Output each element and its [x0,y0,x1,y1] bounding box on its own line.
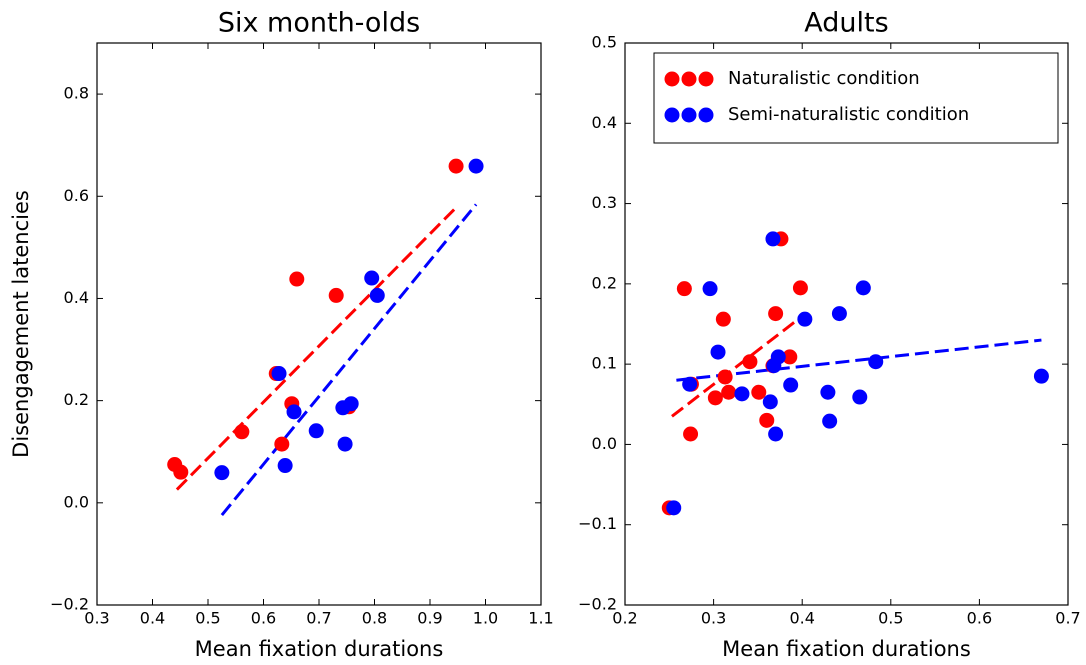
y-tick-label: 0.2 [592,273,617,292]
y-tick-label: 0.8 [64,84,89,103]
point [710,344,726,360]
point [759,412,775,428]
x-tick-label: 0.4 [789,609,814,628]
plot-frame [624,42,1069,606]
point [1033,368,1049,384]
point [676,281,692,297]
point [682,376,698,392]
y-tick-label: −0.2 [50,595,89,614]
legend-marker [664,71,680,87]
point [468,158,484,174]
point [717,369,733,385]
x-tick-label: 1.0 [473,609,498,628]
point [289,271,305,287]
x-tick-label: 0.2 [612,609,637,628]
point [369,287,385,303]
legend-marker [698,107,714,123]
point [308,423,324,439]
x-tick-label: 0.3 [701,609,726,628]
point [762,394,778,410]
point [707,390,723,406]
point [286,404,302,420]
legend-label: Semi-naturalistic condition [728,104,969,125]
legend-marker [664,107,680,123]
point [271,366,287,382]
y-tick-label: 0.3 [592,193,617,212]
y-tick-label: 0.5 [592,33,617,52]
x-tick-label: 0.5 [195,609,220,628]
y-axis-label: Disengagement latencies [9,190,33,458]
point [751,384,767,400]
y-tick-label: 0.0 [64,492,89,511]
x-tick-label: 0.4 [140,609,165,628]
chart-title: Six month-olds [218,8,420,39]
point [721,384,737,400]
point [852,389,868,405]
point [277,458,293,474]
point [683,426,699,442]
y-tick-label: 0.1 [592,354,617,373]
fit-line [671,316,802,418]
point [768,306,784,322]
y-tick-label: 0.2 [64,390,89,409]
fit-line [220,203,478,517]
x-tick-label: 0.6 [967,609,992,628]
chart-title: Adults [804,8,888,39]
point [364,270,380,286]
x-tick-label: 0.8 [362,609,387,628]
point [855,280,871,296]
point [734,386,750,402]
point [274,436,290,452]
plot-frame [96,42,542,606]
point [768,426,784,442]
point [173,464,189,480]
y-tick-label: −0.2 [578,595,617,614]
point [343,396,359,412]
x-tick-label: 0.7 [1055,609,1080,628]
legend-box [653,52,1059,144]
x-tick-label: 0.9 [417,609,442,628]
legend-label: Naturalistic condition [728,68,920,89]
point [782,349,798,365]
y-tick-label: 0.0 [592,434,617,453]
point [448,158,464,174]
point [820,384,836,400]
legend-marker [698,71,714,87]
x-axis-label: Mean fixation durations [195,637,444,661]
point [770,349,786,365]
point [702,281,718,297]
point [742,354,758,370]
x-tick-label: 1.1 [528,609,553,628]
point [783,377,799,393]
point [337,436,353,452]
y-tick-label: 0.4 [64,288,89,307]
point [214,465,230,481]
y-tick-label: 0.6 [64,186,89,205]
point [822,413,838,429]
fit-line [676,338,1042,382]
point [868,354,884,370]
x-tick-label: 0.5 [878,609,903,628]
y-tick-label: −0.1 [578,514,617,533]
x-tick-label: 0.3 [84,609,109,628]
point [328,287,344,303]
point [831,306,847,322]
legend-marker [681,71,697,87]
point [666,500,682,516]
x-tick-label: 0.7 [306,609,331,628]
point [765,231,781,247]
fit-line [175,206,458,491]
point [792,280,808,296]
x-axis-label: Mean fixation durations [722,637,971,661]
legend-marker [681,107,697,123]
point [715,311,731,327]
x-tick-label: 0.6 [251,609,276,628]
point [797,311,813,327]
point [234,424,250,440]
y-tick-label: 0.4 [592,113,617,132]
